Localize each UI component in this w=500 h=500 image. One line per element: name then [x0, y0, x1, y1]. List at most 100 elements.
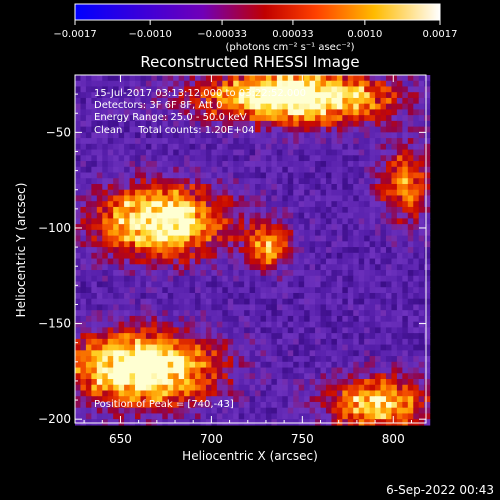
heatmap-cell — [222, 379, 229, 386]
heatmap-cell — [364, 80, 371, 88]
heatmap-cell — [325, 419, 333, 426]
heatmap-cell — [353, 407, 360, 415]
heatmap-cell — [91, 206, 98, 214]
heatmap-cell — [391, 367, 398, 374]
heatmap-cell — [265, 407, 273, 415]
heatmap-cell — [402, 413, 409, 420]
heatmap-cell — [113, 189, 120, 197]
heatmap-cell — [309, 401, 316, 409]
heatmap-cell — [364, 86, 371, 93]
heatmap-cell — [358, 241, 365, 248]
heatmap-cell — [222, 80, 229, 88]
heatmap-cell — [391, 264, 398, 271]
heatmap-cell — [140, 224, 147, 231]
heatmap-cell — [315, 287, 322, 294]
heatmap-cell — [249, 270, 256, 277]
heatmap-cell — [216, 189, 223, 197]
heatmap-cell — [342, 149, 349, 156]
heatmap-cell — [96, 315, 103, 323]
heatmap-cell — [91, 333, 98, 340]
heatmap-cell — [145, 212, 152, 220]
heatmap-cell — [353, 183, 360, 191]
heatmap-cell — [298, 264, 305, 271]
heatmap-cell — [173, 149, 180, 156]
heatmap-cell — [238, 115, 245, 122]
heatmap-cell — [151, 413, 158, 420]
heatmap-cell — [358, 235, 365, 242]
heatmap-cell — [287, 80, 294, 88]
heatmap-cell — [129, 327, 136, 334]
heatmap-cell — [276, 120, 283, 128]
heatmap-cell — [396, 373, 403, 380]
heatmap-cell — [107, 178, 114, 185]
heatmap-cell — [255, 149, 262, 156]
heatmap-cell — [189, 252, 196, 260]
heatmap-cell — [424, 401, 431, 409]
heatmap-cell — [216, 275, 223, 283]
heatmap-cell — [118, 86, 125, 93]
heatmap-cell — [205, 310, 212, 317]
heatmap-cell — [315, 138, 322, 145]
heatmap-cell — [129, 80, 136, 88]
heatmap-cell — [260, 390, 267, 397]
heatmap-cell — [304, 252, 311, 260]
heatmap-cell — [260, 419, 267, 426]
heatmap-cell — [347, 298, 354, 306]
heatmap-cell — [380, 126, 387, 133]
heatmap-cell — [249, 92, 256, 99]
heatmap-cell — [331, 172, 338, 179]
heatmap-cell — [96, 338, 103, 346]
heatmap-cell — [298, 310, 305, 317]
heatmap-cell — [167, 161, 174, 168]
heatmap-cell — [358, 201, 365, 208]
heatmap-cell — [331, 287, 338, 294]
heatmap-cell — [282, 298, 289, 306]
heatmap-cell — [211, 419, 218, 426]
heatmap-cell — [375, 310, 382, 317]
heatmap-cell — [178, 183, 185, 191]
heatmap-cell — [140, 350, 147, 357]
heatmap-cell — [162, 103, 169, 111]
heatmap-cell — [402, 390, 409, 397]
heatmap-cell — [118, 206, 125, 214]
heatmap-cell — [80, 310, 87, 317]
heatmap-cell — [107, 275, 114, 283]
annotation-energy-range: Energy Range: 25.0 - 50.0 keV — [94, 112, 247, 123]
heatmap-cell — [315, 103, 322, 111]
heatmap-cell — [353, 103, 360, 111]
heatmap-cell — [102, 384, 109, 392]
heatmap-cell — [358, 166, 365, 174]
heatmap-cell — [369, 396, 376, 403]
heatmap-cell — [304, 310, 311, 317]
heatmap-cell — [238, 396, 245, 403]
heatmap-cell — [364, 120, 371, 128]
heatmap-cell — [255, 120, 262, 128]
heatmap-cell — [129, 287, 136, 294]
heatmap-cell — [418, 229, 425, 237]
heatmap-cell — [195, 350, 202, 357]
heatmap-cell — [75, 241, 82, 248]
heatmap-cell — [140, 75, 147, 82]
heatmap-cell — [124, 281, 131, 288]
heatmap-cell — [124, 115, 131, 122]
heatmap-cell — [156, 201, 163, 208]
heatmap-cell — [238, 281, 245, 288]
heatmap-cell — [364, 183, 371, 191]
heatmap-cell — [336, 143, 343, 151]
heatmap-cell — [75, 252, 82, 260]
heatmap-cell — [407, 149, 414, 156]
heatmap-cell — [216, 132, 223, 139]
heatmap-cell — [391, 315, 398, 323]
heatmap-cell — [222, 75, 229, 82]
heatmap-cell — [298, 247, 305, 254]
heatmap-cell — [336, 103, 343, 111]
heatmap-cell — [233, 379, 240, 386]
heatmap-cell — [375, 275, 382, 283]
heatmap-cell — [195, 310, 202, 317]
heatmap-cell — [156, 241, 163, 248]
heatmap-cell — [145, 396, 152, 403]
heatmap-cell — [233, 166, 240, 174]
heatmap-cell — [222, 235, 229, 242]
heatmap-cell — [396, 310, 403, 317]
heatmap-cell — [124, 390, 131, 397]
